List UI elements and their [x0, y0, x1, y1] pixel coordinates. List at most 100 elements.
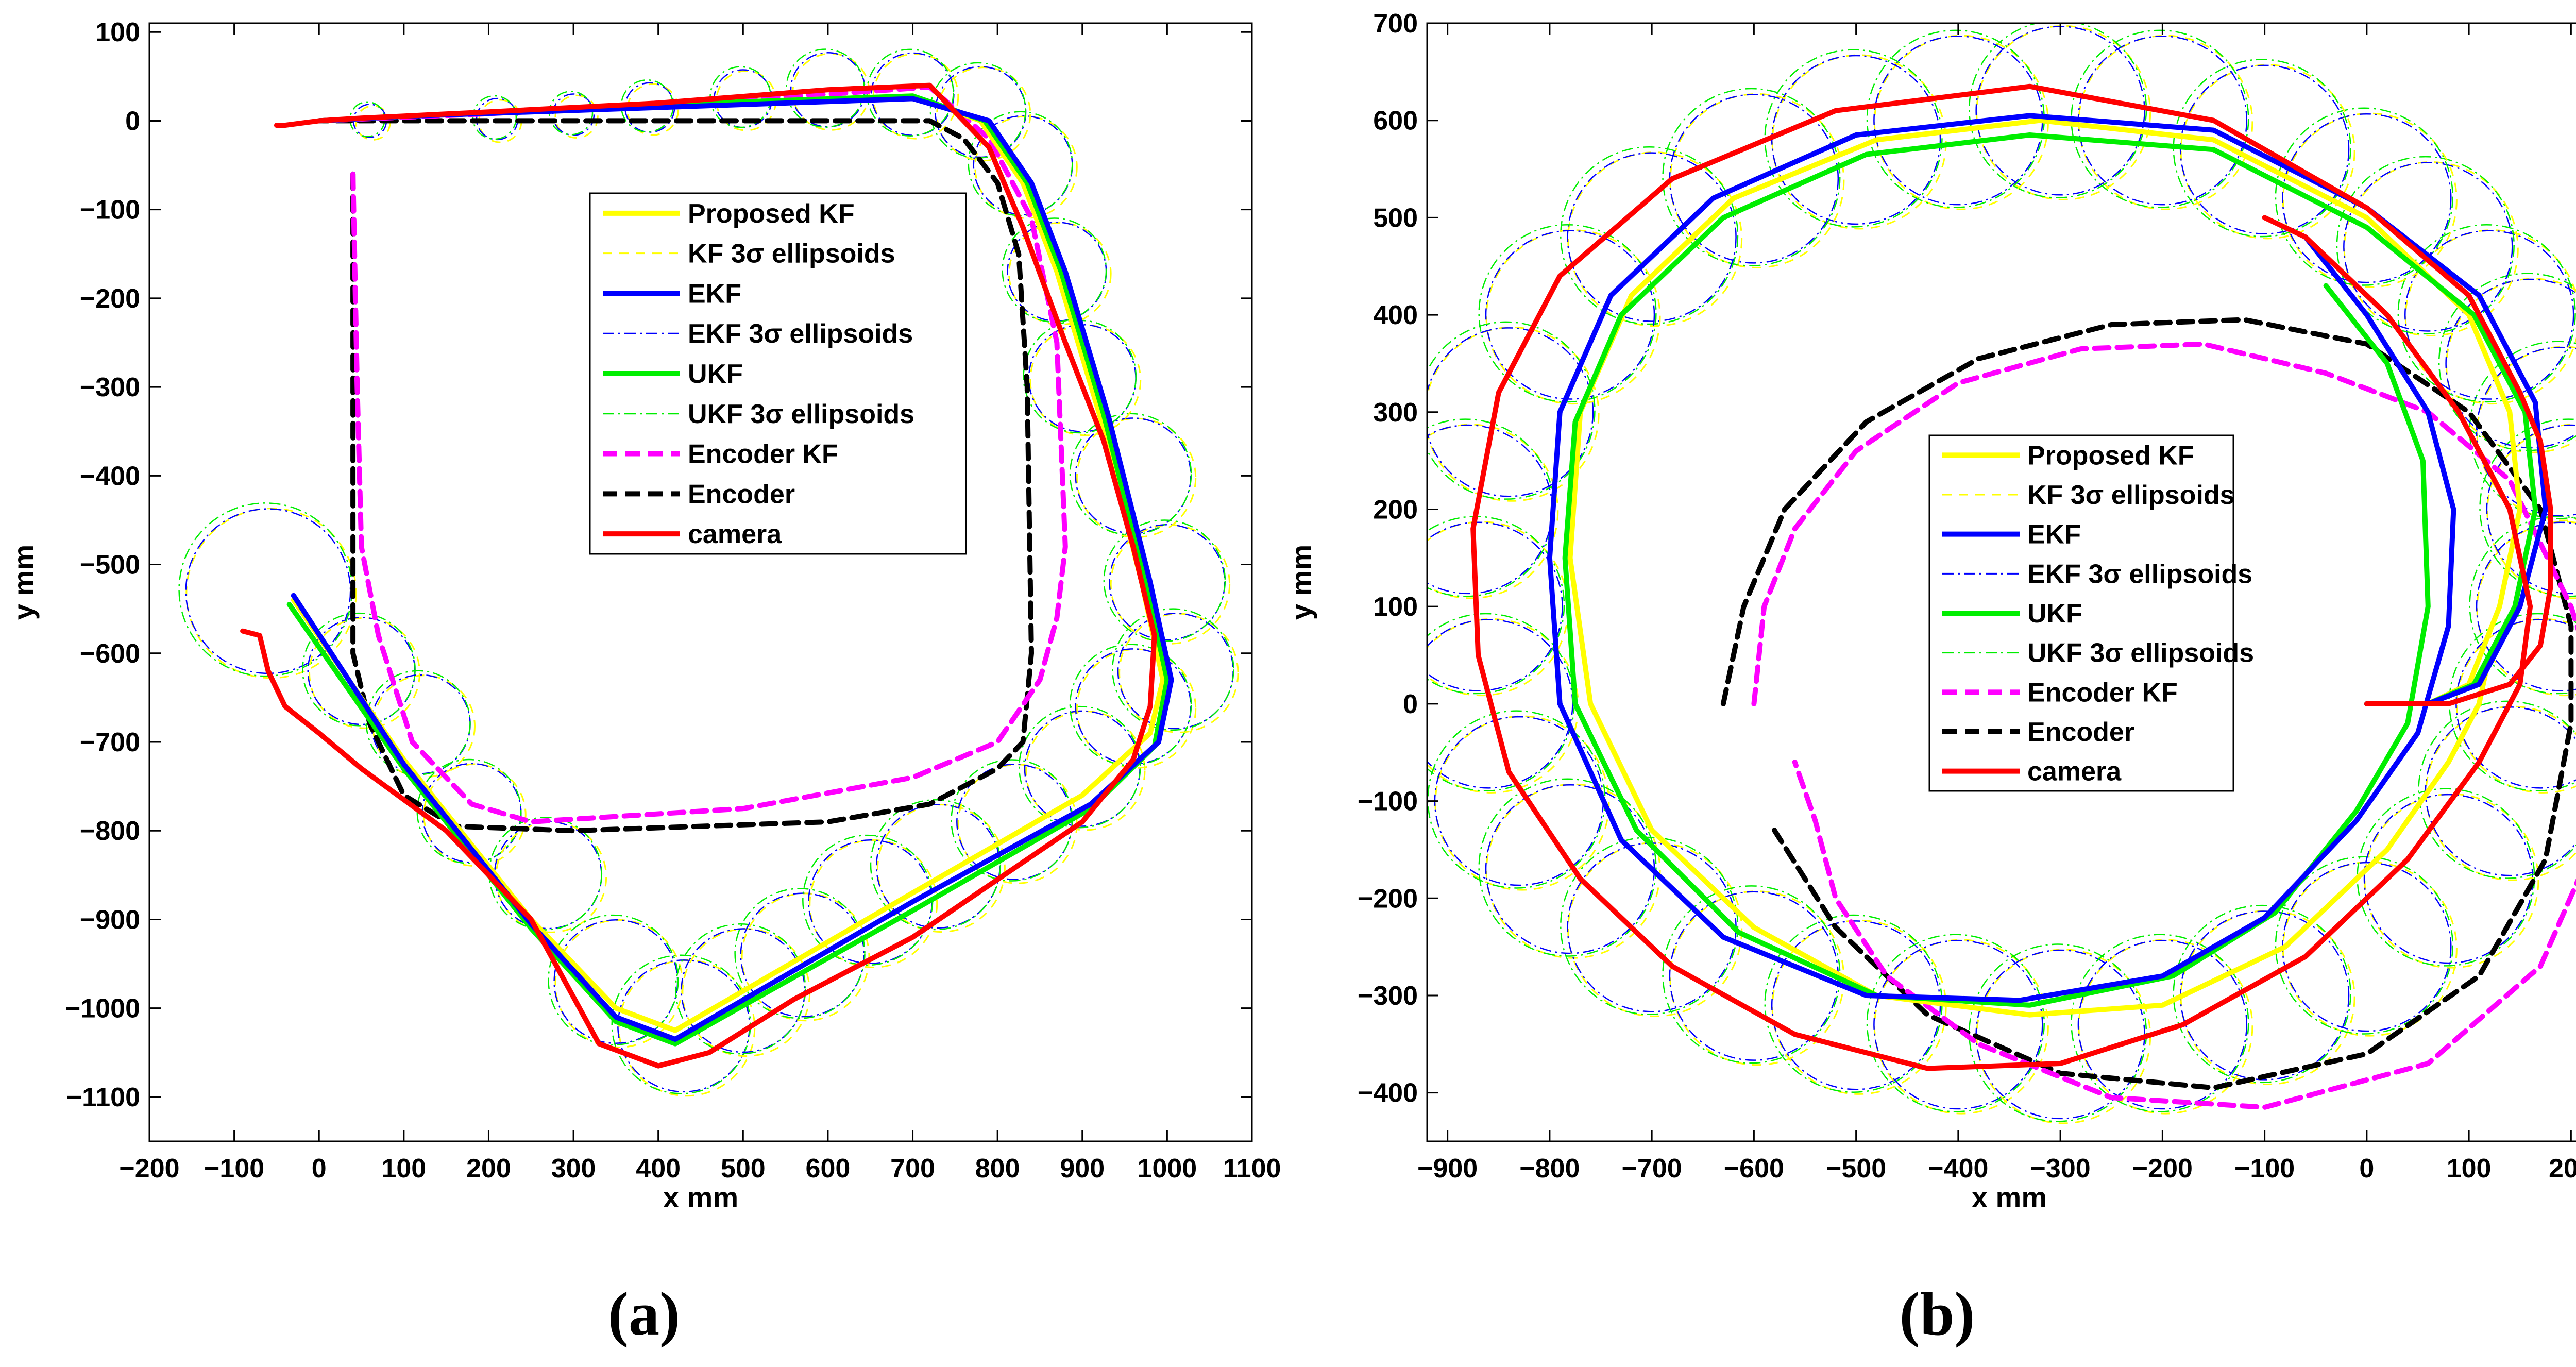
kf-ellipsoid — [1976, 949, 2151, 1124]
ekf-ellipsoid — [1873, 35, 2043, 206]
ukf-ellipsoid — [488, 816, 603, 931]
plot-area — [1427, 23, 2576, 1124]
y-tick-label: 100 — [95, 18, 140, 47]
ekf-ellipsoid — [1873, 939, 2043, 1110]
ukf-ellipsoid — [1764, 49, 1943, 228]
ukf-ellipsoid — [2071, 934, 2249, 1112]
series-line-ukf — [286, 93, 1170, 1047]
x-tick-label: 400 — [636, 1154, 681, 1184]
legend-entry: Proposed KF — [688, 199, 855, 229]
y-tick-label: −900 — [80, 905, 140, 935]
legend-entry: KF 3σ ellipsoids — [688, 239, 895, 269]
legend-entry: UKF 3σ ellipsoids — [688, 399, 914, 429]
series-line-encoder — [316, 118, 1034, 834]
ekf-ellipsoid — [1485, 230, 1655, 400]
kf-ellipsoid — [1029, 324, 1142, 436]
kf-ellipsoid — [1118, 613, 1239, 733]
kf-ellipsoid — [876, 804, 1006, 933]
kf-ellipsoid — [423, 763, 527, 867]
ekf-ellipsoid — [2363, 794, 2534, 964]
y-tick-label: −100 — [1358, 787, 1418, 817]
ekf-ellipsoid — [2425, 706, 2576, 876]
x-tick-label: 200 — [466, 1154, 511, 1184]
x-tick-label: 900 — [1060, 1154, 1105, 1184]
ukf-ellipsoid — [1069, 644, 1192, 766]
legend-entry: camera — [688, 519, 782, 549]
x-tick-label: 500 — [721, 1154, 766, 1184]
kf-ellipsoid — [1427, 424, 1559, 599]
y-tick-label: 200 — [1373, 495, 1418, 525]
ekf-ellipsoid — [1771, 55, 1941, 225]
kf-ellipsoid — [1076, 417, 1197, 538]
kf-ellipsoid — [1873, 939, 2049, 1115]
panel-b: −900 −800 −700 −600 −500 −400 −300 −200 −100 0 100… — [1285, 9, 2576, 1348]
x-tick-label: −400 — [1928, 1154, 1988, 1184]
y-tick-label: −200 — [80, 284, 140, 314]
y-tick-label: −400 — [80, 461, 140, 491]
y-tick-label: 0 — [125, 106, 140, 136]
ukf-ellipsoid — [1866, 934, 2045, 1112]
ekf-ellipsoid — [1427, 327, 1594, 497]
ukf-ellipsoid — [2469, 516, 2576, 695]
axes-frame — [1426, 22, 2576, 1142]
series-line-ekf — [291, 96, 1174, 1042]
x-tick-label: 700 — [890, 1154, 935, 1184]
x-tick-label: 1000 — [1138, 1154, 1197, 1184]
kf-ellipsoid — [809, 839, 938, 968]
ekf-ellipsoid — [552, 93, 595, 136]
x-tick-label: 0 — [312, 1154, 327, 1184]
legend-entry: UKF 3σ ellipsoids — [2027, 638, 2254, 668]
ekf-ellipsoid — [2282, 113, 2452, 283]
legend-entry: EKF — [688, 279, 741, 309]
ukf-ellipsoid — [1478, 224, 1657, 403]
ukf-ellipsoid — [2448, 613, 2576, 791]
legend-entry: UKF — [688, 359, 743, 389]
y-axis-label: y mm — [1285, 545, 1317, 620]
y-tick-label: −200 — [1358, 884, 1418, 914]
ukf-ellipsoid — [1112, 608, 1234, 731]
x-tick-label: 100 — [381, 1154, 426, 1184]
ukf-ellipsoid — [1968, 943, 2147, 1122]
legend-entry: camera — [2027, 757, 2122, 787]
y-tick-label: 700 — [1373, 9, 1418, 39]
ukf-ellipsoid — [472, 95, 517, 140]
kf-ellipsoid — [741, 892, 870, 1022]
kf-ellipsoid — [2343, 161, 2519, 337]
series-line-ukf — [1562, 132, 2538, 1008]
ekf-ellipsoid — [2404, 230, 2574, 400]
series-line-encoder — [1720, 317, 2574, 1091]
kf-ellipsoid — [1771, 54, 1947, 230]
x-tick-label: 1100 — [1223, 1154, 1281, 1184]
series-line-encoder_kf — [1751, 341, 2576, 1110]
x-axis-label: x mm — [1972, 1181, 2047, 1213]
x-tick-label: −100 — [204, 1154, 264, 1184]
ukf-ellipsoid — [1560, 836, 1739, 1015]
y-tick-label: −1100 — [66, 1083, 140, 1112]
panel-label: (b) — [1900, 1279, 1975, 1348]
axes-frame — [148, 22, 1253, 1142]
legend-entry: KF 3σ ellipsoids — [2027, 480, 2235, 510]
y-tick-label: −700 — [80, 728, 140, 757]
ukf-ellipsoid — [2275, 107, 2453, 286]
x-tick-label: 800 — [975, 1154, 1020, 1184]
x-tick-label: 200 — [2549, 1154, 2576, 1184]
ekf-ellipsoid — [2179, 64, 2350, 235]
kf-ellipsoid — [1008, 222, 1112, 326]
legend-entry: Proposed KF — [2027, 441, 2194, 470]
legend-entry: EKF 3σ ellipsoids — [2027, 559, 2252, 589]
y-tick-label: 300 — [1373, 398, 1418, 428]
ukf-ellipsoid — [1764, 914, 1943, 1093]
y-tick-label: −800 — [80, 816, 140, 846]
legend-entry: EKF — [2027, 520, 2081, 550]
x-tick-label: −100 — [2234, 1154, 2295, 1184]
ekf-ellipsoid — [2077, 939, 2248, 1110]
ekf-ellipsoid — [1975, 949, 2145, 1120]
ellipsoids — [1427, 23, 2576, 1124]
kf-ellipsoid — [1434, 715, 1610, 891]
x-tick-label: −300 — [2030, 1154, 2091, 1184]
ekf-ellipsoid — [2486, 424, 2576, 595]
series-line-encoder_kf — [316, 85, 1068, 824]
y-axis-label: y mm — [7, 545, 40, 620]
y-tick-label: −500 — [80, 550, 140, 580]
kf-ellipsoid — [1110, 524, 1231, 645]
